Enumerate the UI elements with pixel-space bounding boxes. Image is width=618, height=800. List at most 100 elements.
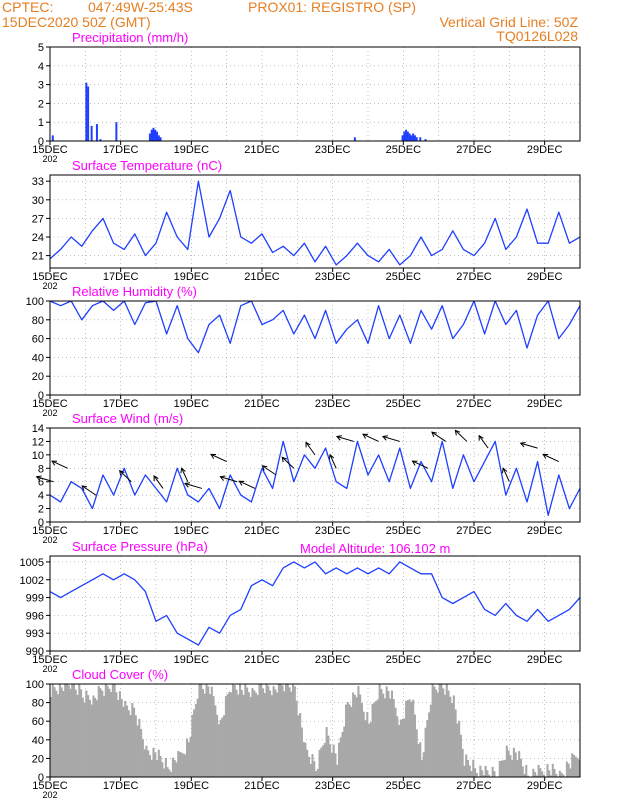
cloud-bar [187,742,190,777]
wind-arrow [51,460,68,469]
cloud-bar [154,752,157,777]
cloud-bar [129,714,132,777]
cloud-bar [362,711,365,777]
precip-bar [157,135,160,141]
cloud-bar [235,689,238,777]
cloud-bar [327,735,330,777]
panel-frame [49,300,581,396]
cloud-bar [339,737,342,777]
cloud-bar [518,751,521,777]
y-tick-label: 993 [26,628,44,640]
cloud-bar [140,729,143,777]
x-tick-label: 23DEC [315,144,351,156]
cloud-bar [51,684,54,777]
cloud-bar [270,695,273,777]
cloud-bar [163,768,166,777]
precip-bar [90,125,93,141]
cloud-bar [451,703,454,777]
cloud-bar [269,690,272,777]
cloud-bar [472,759,475,777]
cloud-bar [304,742,307,777]
precip-bar [154,129,157,141]
wind-arrow [329,454,337,469]
cloud-bar [474,768,477,777]
panel-title: Relative Humidity (%) [72,284,197,299]
cloud-bar [141,739,144,777]
cloud-bar [479,765,482,777]
cloud-bar [408,699,411,777]
cloud-bar [343,726,346,777]
cloud-bar [95,700,98,777]
cloud-bar [412,699,415,777]
cloud-bar [258,684,261,777]
cloud-bar [145,745,148,777]
cloud-bar [276,692,279,777]
x-tick-label: 17DEC [103,398,139,410]
cloud-bar [465,754,468,777]
x-tick-label: 23DEC [315,271,351,283]
cloud-bar [392,699,395,777]
cloud-bar [138,718,141,777]
cloud-bar [311,754,314,777]
cloud-bar [375,700,378,777]
panel-title: Cloud Cover (%) [72,667,168,682]
cloud-bar [376,699,379,777]
header-location: PROX01: REGISTRO (SP) [248,0,416,15]
cloud-bar [569,768,572,777]
wind-arrow-head [119,469,125,476]
wind-arrow-head [454,429,461,436]
cloud-bar [94,697,97,777]
wind-arrow [543,453,560,463]
cloud-bar [147,750,150,777]
x-tick-label: 29DEC [527,398,563,410]
cloud-bar [184,754,187,777]
x-tick-label: 25DEC [386,525,422,537]
cloud-bar [262,688,265,777]
series-line [50,301,580,354]
x-tick-label: 27DEC [456,654,492,666]
wind-arrow [220,476,238,483]
cloud-bar [491,766,494,777]
wind-arrow-head [180,467,186,474]
y-tick-label: 1005 [20,557,44,569]
wind-arrow [184,483,203,489]
cloud-bar [578,759,580,777]
header-grid-note: Vertical Grid Line: 50Z [439,14,578,30]
x-tick-label: 15DEC [32,780,68,792]
cloud-bar [419,742,422,777]
cloud-bar [378,684,381,777]
y-tick-label: 4 [38,490,44,502]
x-tick-label: 27DEC [456,780,492,792]
cloud-bar [83,702,86,777]
wind-arrow [281,456,295,469]
cloud-bar [387,691,390,777]
cloud-bar [60,687,63,777]
cloud-bar [159,755,162,777]
x-tick-label: 23DEC [315,525,351,537]
cloud-bar [507,750,510,777]
cloud-bar [440,684,443,777]
cloud-bar [53,687,56,777]
cloud-bar [281,685,284,777]
wind-arrow-head [335,435,342,441]
cloud-bar [216,714,219,777]
x-tick-label: 27DEC [456,525,492,537]
cloud-bar [64,684,67,777]
cloud-bar [456,723,459,777]
cloud-bar [353,694,356,777]
cloud-bar [111,684,114,777]
cloud-bar [571,753,574,777]
cloud-bar [200,684,203,777]
wind-arrow-head [305,441,311,448]
wind-arrow [478,435,489,449]
x-tick-label: 23DEC [315,654,351,666]
x-tick-label: 17DEC [103,654,139,666]
cloud-bar [295,700,298,777]
x-year-fragment: 202 [42,408,57,418]
cloud-bar [380,688,383,777]
x-tick-label: 29DEC [527,144,563,156]
cloud-bar [505,745,508,777]
cloud-bar [247,692,250,777]
